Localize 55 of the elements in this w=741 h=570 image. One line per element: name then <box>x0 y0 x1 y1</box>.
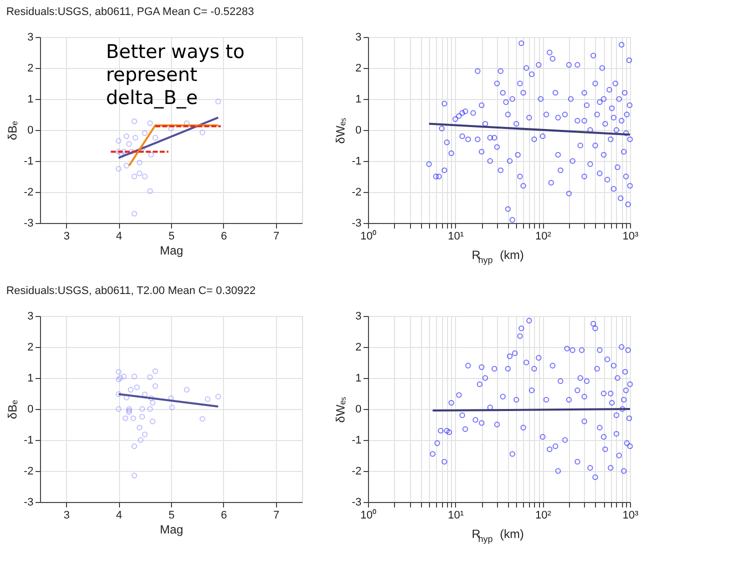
y-tick-label: -1 <box>24 434 34 446</box>
y-tick-label: 2 <box>355 62 362 74</box>
x-tick-label: 3 <box>64 230 70 242</box>
y-tick-label: 2 <box>355 342 362 354</box>
x-axis-title: Mag <box>160 244 184 258</box>
y-tick-label: 3 <box>27 310 34 322</box>
y-tick-label: -2 <box>24 466 34 478</box>
x-tick-label: 10⁰ <box>360 230 377 242</box>
y-axis-title: δWₑₛ <box>334 396 348 423</box>
x-tick-label: 10³ <box>622 230 639 242</box>
y-tick-label: 2 <box>27 342 34 354</box>
y-tick-label: -3 <box>24 496 34 508</box>
x-tick-label: 3 <box>64 510 70 522</box>
chart-title: Residuals:USGS, ab0611, PGA Mean C= -0.52283 <box>6 6 254 18</box>
y-tick-label: 1 <box>355 94 362 106</box>
x-tick-label: 6 <box>220 230 227 242</box>
y-tick-label: 3 <box>27 32 34 44</box>
x-axis-title: Mag <box>160 522 184 536</box>
y-tick-label: 1 <box>27 372 34 384</box>
x-tick-label: 10² <box>535 510 552 522</box>
y-tick-label: 0 <box>27 404 34 416</box>
x-tick-label: 4 <box>116 510 122 522</box>
y-tick-label: -2 <box>352 186 362 198</box>
y-tick-label: -3 <box>352 496 362 508</box>
y-tick-label: 0 <box>355 404 362 416</box>
y-axis-title: δWₑₛ <box>334 117 348 144</box>
y-axis-title: δBₑ <box>6 120 20 140</box>
x-tick-label: 6 <box>220 510 227 522</box>
x-tick-label: 4 <box>116 230 122 242</box>
x-tick-label: 10¹ <box>448 510 464 522</box>
y-tick-label: -2 <box>24 186 34 198</box>
x-tick-label: 10¹ <box>448 230 464 242</box>
y-tick-label: -3 <box>24 218 34 230</box>
y-tick-label: 0 <box>355 124 362 136</box>
x-tick-label: 10⁰ <box>360 508 377 522</box>
y-axis-title: δBₑ <box>6 399 20 420</box>
x-tick-label: 5 <box>168 230 175 242</box>
y-tick-label: -1 <box>352 434 362 446</box>
y-tick-label: 2 <box>27 62 34 74</box>
y-tick-label: 3 <box>355 310 362 322</box>
y-tick-label: -1 <box>24 156 34 168</box>
y-tick-label: -1 <box>352 156 362 168</box>
x-tick-label: 5 <box>168 510 175 522</box>
x-tick-label: 10³ <box>622 510 639 522</box>
x-tick-label: 10² <box>535 230 552 242</box>
x-tick-label: 7 <box>273 230 280 242</box>
y-tick-label: -3 <box>352 218 362 230</box>
annotation: Better ways to represent delta_B_e <box>106 41 245 109</box>
x-tick-label: 7 <box>273 510 280 522</box>
y-tick-label: 1 <box>27 94 34 106</box>
y-tick-label: -2 <box>352 466 362 478</box>
y-tick-label: 0 <box>27 124 34 136</box>
y-tick-label: 1 <box>355 372 362 384</box>
chart-title: Residuals:USGS, ab0611, T2.00 Mean C= 0.30922 <box>6 285 256 297</box>
y-tick-label: 3 <box>355 32 362 44</box>
